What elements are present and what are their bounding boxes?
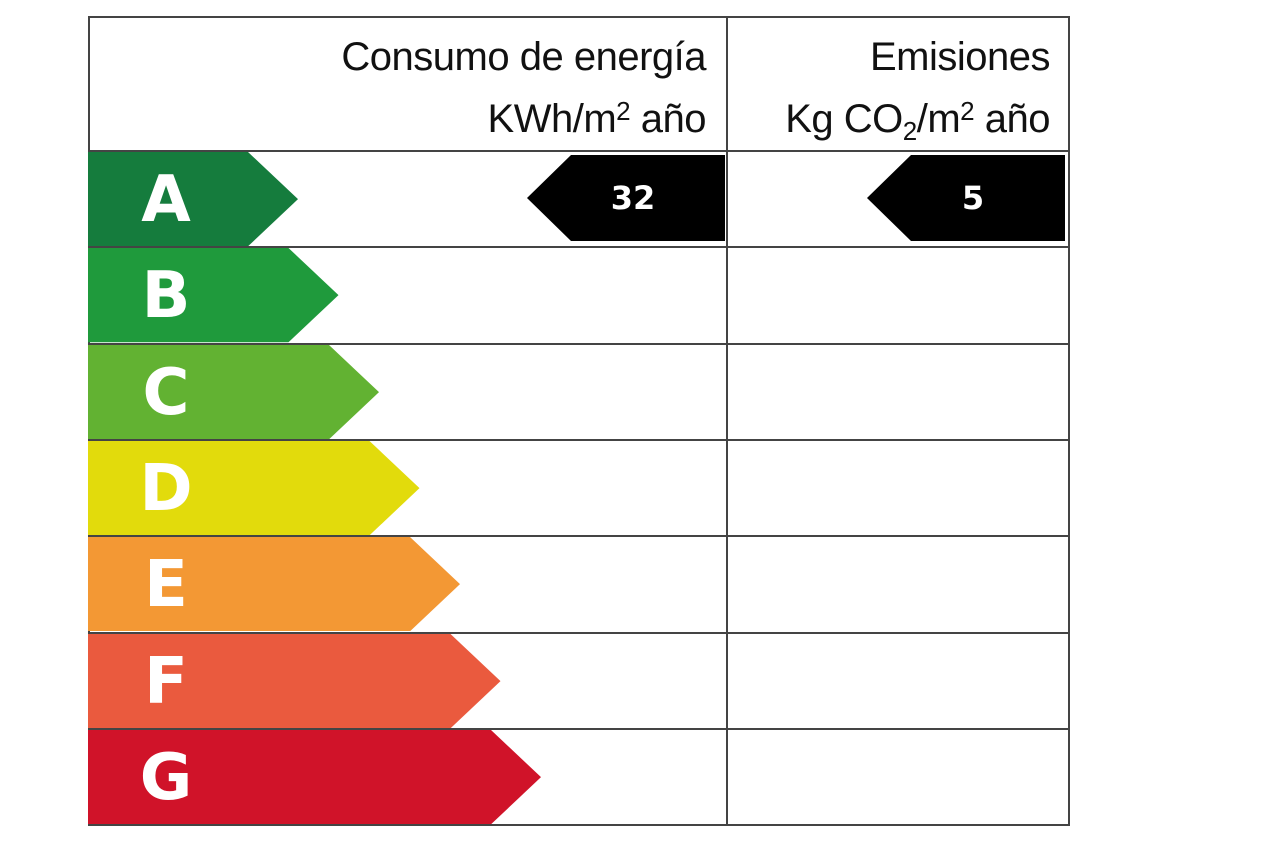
class-arrow-shape	[88, 152, 298, 247]
emissions-title: Emisiones	[869, 35, 1051, 79]
class-arrow-c	[88, 344, 379, 439]
column-divider	[726, 16, 728, 824]
class-arrow-shape	[88, 537, 460, 632]
row-divider	[88, 438, 1068, 441]
row-divider	[88, 727, 1068, 730]
energy-rating-value: 32	[610, 179, 656, 217]
class-letter-b: B	[141, 259, 191, 334]
energy-rating-badge	[527, 155, 725, 241]
class-letter-c: C	[142, 355, 190, 430]
class-arrow-shape	[88, 729, 541, 825]
class-arrow-e	[88, 537, 460, 632]
emissions-unit: Kg CO2/m2 año	[785, 96, 1050, 146]
class-arrow-shape	[88, 344, 379, 439]
class-letter-a: A	[141, 163, 191, 237]
energy-unit: KWh/m2 año	[487, 96, 707, 141]
class-arrow-f	[88, 633, 501, 728]
class-arrow-shape	[88, 248, 339, 343]
class-letter-f: F	[144, 644, 188, 719]
emissions-rating-value: 5	[961, 179, 985, 217]
energy-title: Consumo de energía	[341, 35, 706, 79]
row-divider	[88, 631, 1068, 634]
class-letter-g: G	[139, 740, 193, 815]
emissions-badge-shape	[867, 155, 1065, 241]
header-divider	[88, 150, 1068, 152]
row-divider	[88, 535, 1068, 538]
class-arrow-shape	[88, 633, 501, 728]
class-letter-d: D	[139, 451, 193, 526]
class-arrow-shape	[88, 440, 420, 536]
emissions-header: Emisiones Kg CO2/m2 año	[728, 30, 1050, 158]
class-arrow-b	[88, 248, 339, 343]
class-arrow-d	[88, 440, 420, 536]
class-arrow-a	[88, 152, 298, 247]
emissions-rating-badge	[867, 155, 1065, 241]
class-letter-e: E	[144, 548, 188, 623]
row-divider	[88, 246, 1068, 249]
energy-certificate-label: Consumo de energía KWh/m2 año Emisiones …	[88, 16, 1070, 826]
class-arrow-g	[88, 729, 541, 825]
energy-badge-shape	[527, 155, 725, 241]
row-divider	[88, 342, 1068, 345]
energy-consumption-header: Consumo de energía KWh/m2 año	[88, 30, 706, 146]
